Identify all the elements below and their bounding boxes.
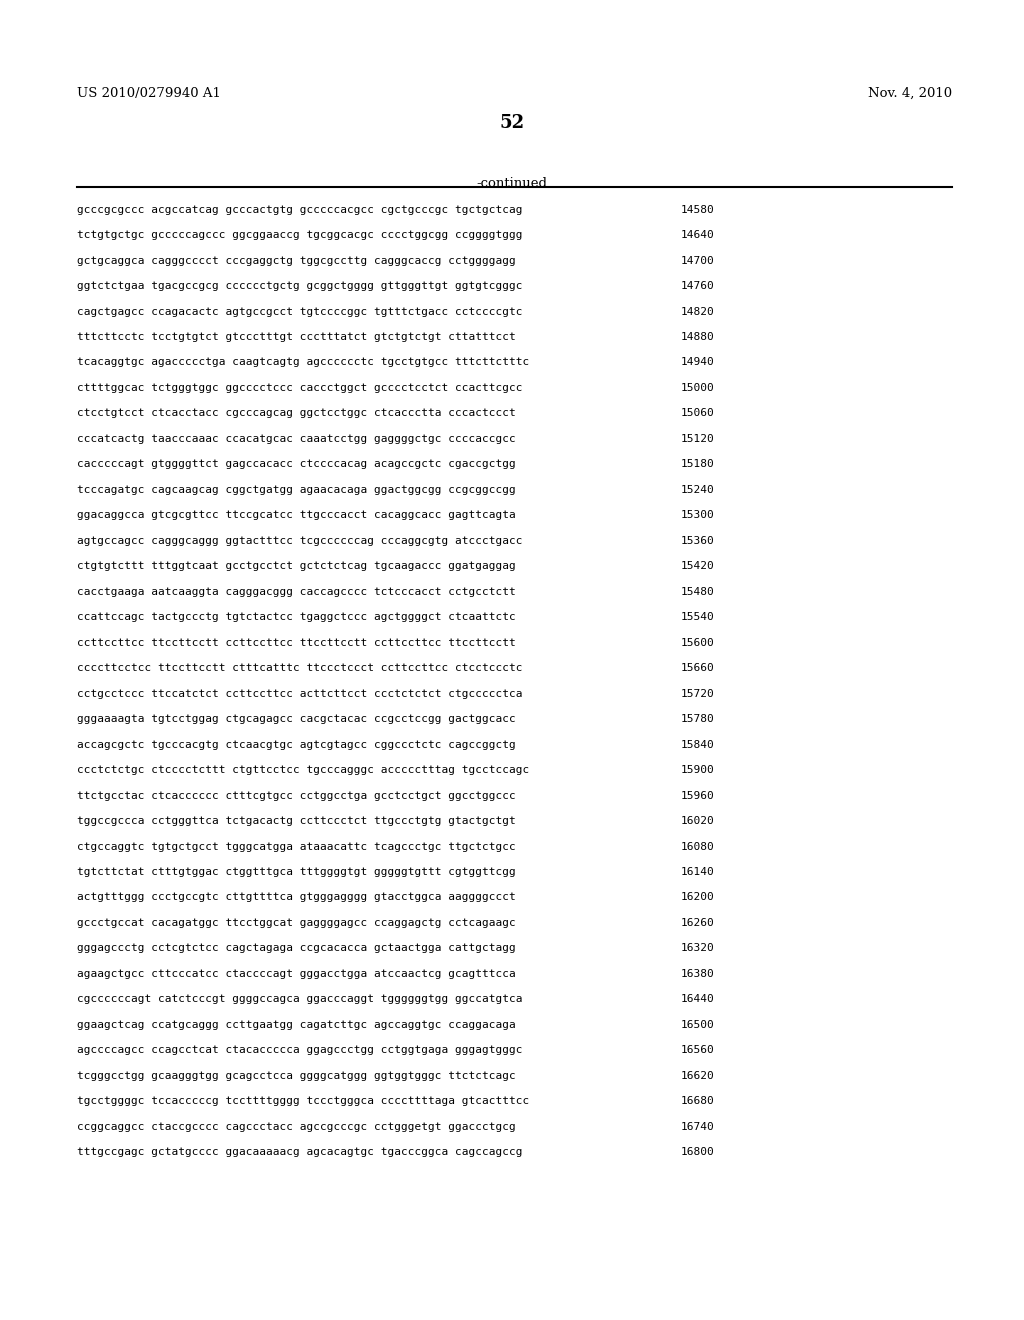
Text: 16260: 16260 bbox=[681, 917, 715, 928]
Text: 15780: 15780 bbox=[681, 714, 715, 725]
Text: 16800: 16800 bbox=[681, 1147, 715, 1158]
Text: 15480: 15480 bbox=[681, 587, 715, 597]
Text: cctgcctccc ttccatctct ccttccttcc acttcttcct ccctctctct ctgccccctca: cctgcctccc ttccatctct ccttccttcc acttctt… bbox=[77, 689, 522, 698]
Text: 14880: 14880 bbox=[681, 333, 715, 342]
Text: 15180: 15180 bbox=[681, 459, 715, 470]
Text: 16140: 16140 bbox=[681, 867, 715, 876]
Text: cgccccccagt catctcccgt ggggccagca ggacccaggt tggggggtgg ggccatgtca: cgccccccagt catctcccgt ggggccagca ggaccc… bbox=[77, 994, 522, 1005]
Text: cacccccagt gtggggttct gagccacacc ctccccacag acagccgctc cgaccgctgg: cacccccagt gtggggttct gagccacacc ctcccca… bbox=[77, 459, 515, 470]
Text: US 2010/0279940 A1: US 2010/0279940 A1 bbox=[77, 87, 221, 100]
Text: gggagccctg cctcgtctcc cagctagaga ccgcacacca gctaactgga cattgctagg: gggagccctg cctcgtctcc cagctagaga ccgcaca… bbox=[77, 944, 515, 953]
Text: 14640: 14640 bbox=[681, 230, 715, 240]
Text: ccccttcctcc ttccttcctt ctttcatttc ttccctccct ccttccttcc ctcctccctc: ccccttcctcc ttccttcctt ctttcatttc ttccct… bbox=[77, 663, 522, 673]
Text: 15720: 15720 bbox=[681, 689, 715, 698]
Text: agtgccagcc cagggcaggg ggtactttcc tcgccccccag cccaggcgtg atccctgacc: agtgccagcc cagggcaggg ggtactttcc tcgcccc… bbox=[77, 536, 522, 545]
Text: 15360: 15360 bbox=[681, 536, 715, 545]
Text: 16500: 16500 bbox=[681, 1020, 715, 1030]
Text: 15120: 15120 bbox=[681, 434, 715, 444]
Text: ccttccttcc ttccttcctt ccttccttcc ttccttcctt ccttccttcc ttccttcctt: ccttccttcc ttccttcctt ccttccttcc ttccttc… bbox=[77, 638, 515, 648]
Text: gccctgccat cacagatggc ttcctggcat gaggggagcc ccaggagctg cctcagaagc: gccctgccat cacagatggc ttcctggcat gagggga… bbox=[77, 917, 515, 928]
Text: ccggcaggcc ctaccgcccc cagccctacc agccgcccgc cctgggetgt ggaccctgcg: ccggcaggcc ctaccgcccc cagccctacc agccgcc… bbox=[77, 1122, 515, 1131]
Text: ttctgcctac ctcacccccc ctttcgtgcc cctggcctga gcctcctgct ggcctggccc: ttctgcctac ctcacccccc ctttcgtgcc cctggcc… bbox=[77, 791, 515, 800]
Text: tttcttcctc tcctgtgtct gtccctttgt ccctttatct gtctgtctgt cttatttcct: tttcttcctc tcctgtgtct gtccctttgt cccttta… bbox=[77, 333, 515, 342]
Text: accagcgctc tgcccacgtg ctcaacgtgc agtcgtagcc cggccctctc cagccggctg: accagcgctc tgcccacgtg ctcaacgtgc agtcgta… bbox=[77, 739, 515, 750]
Text: 14760: 14760 bbox=[681, 281, 715, 290]
Text: 15240: 15240 bbox=[681, 484, 715, 495]
Text: actgtttggg ccctgccgtc cttgttttca gtgggagggg gtacctggca aaggggccct: actgtttggg ccctgccgtc cttgttttca gtgggag… bbox=[77, 892, 515, 903]
Text: 15000: 15000 bbox=[681, 383, 715, 393]
Text: 15540: 15540 bbox=[681, 612, 715, 622]
Text: gcccgcgccc acgccatcag gcccactgtg gcccccacgcc cgctgcccgc tgctgctcag: gcccgcgccc acgccatcag gcccactgtg gccccca… bbox=[77, 205, 522, 215]
Text: cagctgagcc ccagacactc agtgccgcct tgtccccggc tgtttctgacc cctccccgtc: cagctgagcc ccagacactc agtgccgcct tgtcccc… bbox=[77, 306, 522, 317]
Text: ctgccaggtc tgtgctgcct tgggcatgga ataaacattc tcagccctgc ttgctctgcc: ctgccaggtc tgtgctgcct tgggcatgga ataaaca… bbox=[77, 842, 515, 851]
Text: 16320: 16320 bbox=[681, 944, 715, 953]
Text: 15420: 15420 bbox=[681, 561, 715, 572]
Text: 15660: 15660 bbox=[681, 663, 715, 673]
Text: 16560: 16560 bbox=[681, 1045, 715, 1055]
Text: tcgggcctgg gcaagggtgg gcagcctcca ggggcatggg ggtggtgggc ttctctcagc: tcgggcctgg gcaagggtgg gcagcctcca ggggcat… bbox=[77, 1071, 515, 1081]
Text: ccctctctgc ctcccctcttt ctgttcctcc tgcccagggc accccctttag tgcctccagc: ccctctctgc ctcccctcttt ctgttcctcc tgccca… bbox=[77, 766, 529, 775]
Text: 15840: 15840 bbox=[681, 739, 715, 750]
Text: cccatcactg taacccaaac ccacatgcac caaatcctgg gaggggctgc ccccaccgcc: cccatcactg taacccaaac ccacatgcac caaatcc… bbox=[77, 434, 515, 444]
Text: 16680: 16680 bbox=[681, 1096, 715, 1106]
Text: tctgtgctgc gcccccagccc ggcggaaccg tgcggcacgc cccctggcgg ccggggtggg: tctgtgctgc gcccccagccc ggcggaaccg tgcggc… bbox=[77, 230, 522, 240]
Text: gggaaaagta tgtcctggag ctgcagagcc cacgctacac ccgcctccgg gactggcacc: gggaaaagta tgtcctggag ctgcagagcc cacgcta… bbox=[77, 714, 515, 725]
Text: 16020: 16020 bbox=[681, 816, 715, 826]
Text: agaagctgcc cttcccatcc ctaccccagt gggacctgga atccaactcg gcagtttcca: agaagctgcc cttcccatcc ctaccccagt gggacct… bbox=[77, 969, 515, 979]
Text: Nov. 4, 2010: Nov. 4, 2010 bbox=[868, 87, 952, 100]
Text: tgtcttctat ctttgtggac ctggtttgca tttggggtgt gggggtgttt cgtggttcgg: tgtcttctat ctttgtggac ctggtttgca tttgggg… bbox=[77, 867, 515, 876]
Text: 16440: 16440 bbox=[681, 994, 715, 1005]
Text: cttttggcac tctgggtggc ggcccctccc caccctggct gcccctcctct ccacttcgcc: cttttggcac tctgggtggc ggcccctccc caccctg… bbox=[77, 383, 522, 393]
Text: tcccagatgc cagcaagcag cggctgatgg agaacacaga ggactggcgg ccgcggccgg: tcccagatgc cagcaagcag cggctgatgg agaacac… bbox=[77, 484, 515, 495]
Text: 16740: 16740 bbox=[681, 1122, 715, 1131]
Text: 14820: 14820 bbox=[681, 306, 715, 317]
Text: 16200: 16200 bbox=[681, 892, 715, 903]
Text: tcacaggtgc agaccccctga caagtcagtg agcccccctc tgcctgtgcc tttcttctttc: tcacaggtgc agaccccctga caagtcagtg agcccc… bbox=[77, 358, 529, 367]
Text: 15300: 15300 bbox=[681, 511, 715, 520]
Text: ggacaggcca gtcgcgttcc ttccgcatcc ttgcccacct cacaggcacc gagttcagta: ggacaggcca gtcgcgttcc ttccgcatcc ttgccca… bbox=[77, 511, 515, 520]
Text: 15600: 15600 bbox=[681, 638, 715, 648]
Text: 15900: 15900 bbox=[681, 766, 715, 775]
Text: gctgcaggca cagggcccct cccgaggctg tggcgccttg cagggcaccg cctggggagg: gctgcaggca cagggcccct cccgaggctg tggcgcc… bbox=[77, 256, 515, 265]
Text: ctcctgtcct ctcacctacc cgcccagcag ggctcctggc ctcaccctta cccactccct: ctcctgtcct ctcacctacc cgcccagcag ggctcct… bbox=[77, 408, 515, 418]
Text: ctgtgtcttt tttggtcaat gcctgcctct gctctctcag tgcaagaccc ggatgaggag: ctgtgtcttt tttggtcaat gcctgcctct gctctct… bbox=[77, 561, 515, 572]
Text: 15060: 15060 bbox=[681, 408, 715, 418]
Text: 14700: 14700 bbox=[681, 256, 715, 265]
Text: ggtctctgaa tgacgccgcg cccccctgctg gcggctgggg gttgggttgt ggtgtcgggc: ggtctctgaa tgacgccgcg cccccctgctg gcggct… bbox=[77, 281, 522, 290]
Text: 52: 52 bbox=[500, 114, 524, 132]
Text: 16080: 16080 bbox=[681, 842, 715, 851]
Text: cacctgaaga aatcaaggta cagggacggg caccagcccc tctcccacct cctgcctctt: cacctgaaga aatcaaggta cagggacggg caccagc… bbox=[77, 587, 515, 597]
Text: ccattccagc tactgccctg tgtctactcc tgaggctccc agctggggct ctcaattctc: ccattccagc tactgccctg tgtctactcc tgaggct… bbox=[77, 612, 515, 622]
Text: 15960: 15960 bbox=[681, 791, 715, 800]
Text: 16380: 16380 bbox=[681, 969, 715, 979]
Text: tgcctggggc tccacccccg tccttttgggg tccctgggca ccccttttaga gtcactttcc: tgcctggggc tccacccccg tccttttgggg tccctg… bbox=[77, 1096, 529, 1106]
Text: -continued: -continued bbox=[476, 177, 548, 190]
Text: 14580: 14580 bbox=[681, 205, 715, 215]
Text: ggaagctcag ccatgcaggg ccttgaatgg cagatcttgc agccaggtgc ccaggacaga: ggaagctcag ccatgcaggg ccttgaatgg cagatct… bbox=[77, 1020, 515, 1030]
Text: tttgccgagc gctatgcccc ggacaaaaacg agcacagtgc tgacccggca cagccagccg: tttgccgagc gctatgcccc ggacaaaaacg agcaca… bbox=[77, 1147, 522, 1158]
Text: 14940: 14940 bbox=[681, 358, 715, 367]
Text: tggccgccca cctgggttca tctgacactg ccttccctct ttgccctgtg gtactgctgt: tggccgccca cctgggttca tctgacactg ccttccc… bbox=[77, 816, 515, 826]
Text: agccccagcc ccagcctcat ctacaccccca ggagccctgg cctggtgaga gggagtgggc: agccccagcc ccagcctcat ctacaccccca ggagcc… bbox=[77, 1045, 522, 1055]
Text: 16620: 16620 bbox=[681, 1071, 715, 1081]
